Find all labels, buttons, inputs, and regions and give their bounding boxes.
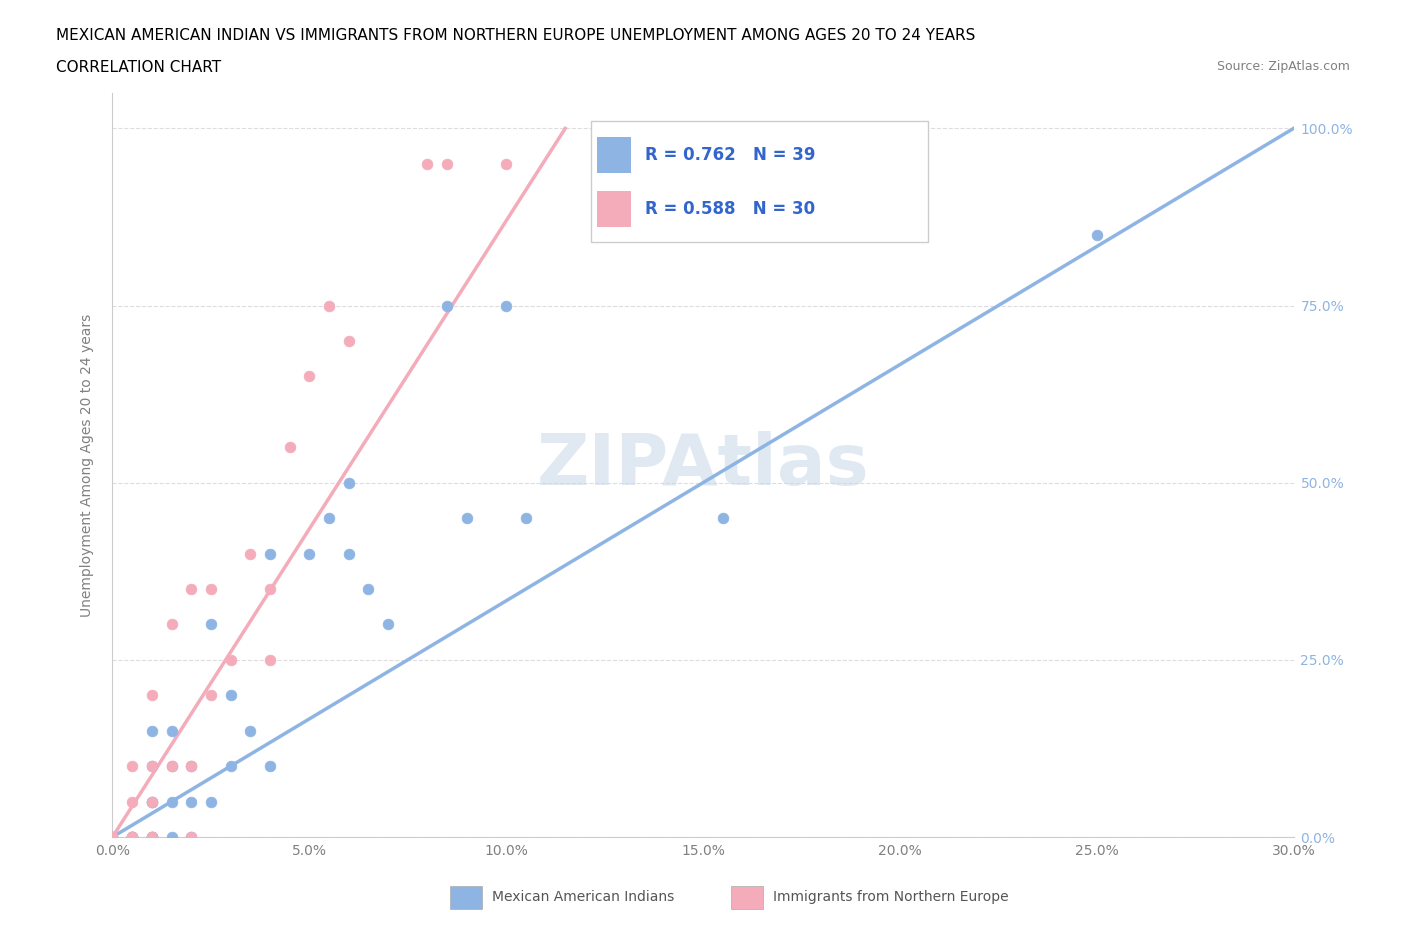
Y-axis label: Unemployment Among Ages 20 to 24 years: Unemployment Among Ages 20 to 24 years (80, 313, 94, 617)
Point (101, 830, 124, 844)
Point (278, 440, 301, 455)
Point (200, 581, 222, 596)
Point (121, 794, 143, 809)
Point (200, 688, 222, 703)
Point (711, 511, 734, 525)
Point (160, 759, 183, 774)
Point (141, 794, 163, 809)
Point (101, 830, 124, 844)
Point (259, 653, 281, 668)
Point (121, 759, 143, 774)
Point (436, 299, 458, 313)
Point (160, 830, 183, 844)
Point (259, 581, 281, 596)
Point (200, 794, 222, 809)
Point (1085, 227, 1108, 242)
Point (141, 688, 163, 703)
Point (141, 794, 163, 809)
Point (180, 759, 202, 774)
Point (180, 794, 202, 809)
Point (121, 830, 143, 844)
Point (101, 830, 124, 844)
Point (180, 830, 202, 844)
Text: Mexican American Indians: Mexican American Indians (492, 890, 675, 905)
Text: Immigrants from Northern Europe: Immigrants from Northern Europe (773, 890, 1010, 905)
Point (495, 299, 517, 313)
Point (160, 617, 183, 631)
Point (101, 830, 124, 844)
Point (239, 546, 262, 561)
Point (121, 830, 143, 844)
Point (219, 759, 242, 774)
Point (259, 546, 281, 561)
Point (141, 830, 163, 844)
Point (101, 830, 124, 844)
Point (219, 688, 242, 703)
Point (121, 830, 143, 844)
Point (180, 581, 202, 596)
Point (180, 830, 202, 844)
Text: Source: ZipAtlas.com: Source: ZipAtlas.com (1216, 60, 1350, 73)
Point (121, 830, 143, 844)
Point (121, 830, 143, 844)
Point (141, 794, 163, 809)
Point (141, 759, 163, 774)
Point (318, 511, 340, 525)
Point (259, 759, 281, 774)
Point (377, 617, 399, 631)
Point (160, 724, 183, 738)
Point (180, 759, 202, 774)
Point (121, 830, 143, 844)
Point (298, 546, 321, 561)
FancyBboxPatch shape (598, 191, 631, 227)
Point (219, 653, 242, 668)
FancyBboxPatch shape (450, 885, 482, 910)
Point (298, 369, 321, 384)
Point (337, 546, 360, 561)
Point (337, 334, 360, 349)
Point (141, 830, 163, 844)
Text: CORRELATION CHART: CORRELATION CHART (56, 60, 221, 75)
Point (416, 156, 439, 171)
FancyBboxPatch shape (591, 121, 928, 242)
Point (121, 830, 143, 844)
Point (239, 724, 262, 738)
Point (141, 724, 163, 738)
Point (357, 581, 380, 596)
FancyBboxPatch shape (731, 885, 763, 910)
Text: R = 0.762   N = 39: R = 0.762 N = 39 (644, 146, 815, 164)
Point (160, 794, 183, 809)
Point (495, 156, 517, 171)
Text: R = 0.588   N = 30: R = 0.588 N = 30 (644, 200, 814, 219)
Point (141, 759, 163, 774)
Point (141, 830, 163, 844)
Point (141, 830, 163, 844)
Point (160, 759, 183, 774)
Text: MEXICAN AMERICAN INDIAN VS IMMIGRANTS FROM NORTHERN EUROPE UNEMPLOYMENT AMONG AG: MEXICAN AMERICAN INDIAN VS IMMIGRANTS FR… (56, 28, 976, 43)
Point (200, 617, 222, 631)
FancyBboxPatch shape (598, 137, 631, 173)
Point (337, 475, 360, 490)
Point (318, 299, 340, 313)
Point (456, 511, 478, 525)
Text: ZIPAtlas: ZIPAtlas (537, 431, 869, 499)
Point (515, 511, 537, 525)
Point (436, 156, 458, 171)
